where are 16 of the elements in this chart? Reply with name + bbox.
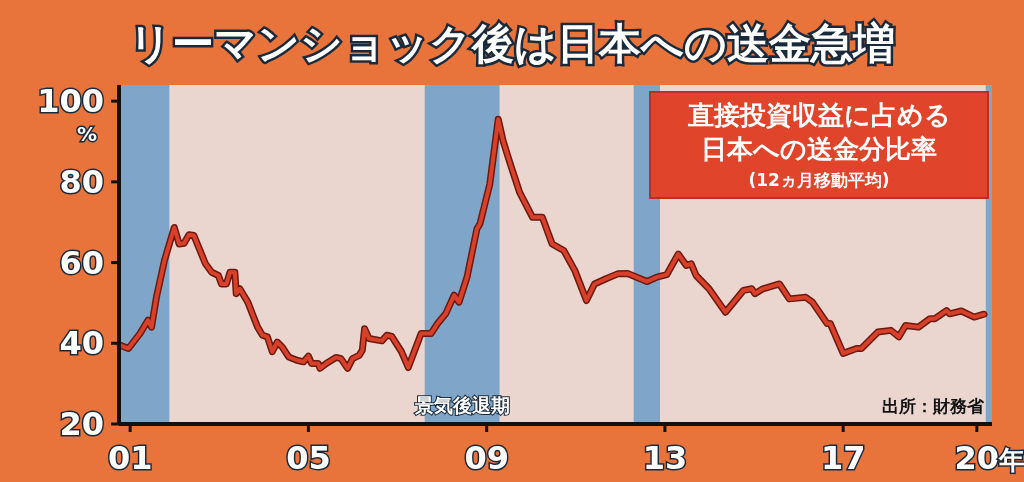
y-tick-label: 20 — [59, 405, 104, 443]
x-tick-label: 17 — [820, 439, 866, 477]
x-tick-label: 09 — [464, 439, 509, 477]
y-tick-label: 60 — [59, 243, 104, 282]
x-tick-label: 13 — [642, 439, 688, 477]
x-axis-title: 年 — [997, 445, 1024, 475]
text: 直接投資収益に占める日本への送金分比率 — [686, 100, 951, 164]
x-tick-label: 05 — [286, 439, 331, 477]
y-tick-label: 80 — [59, 162, 104, 201]
chart-title: リーマンショック後は日本への送金急増 — [129, 19, 895, 68]
y-tick-label: 100 — [37, 82, 104, 121]
y-axis-title: % — [76, 122, 97, 147]
annotation: 出所：財務省 — [882, 396, 985, 416]
x-tick-label: 01 — [107, 439, 153, 477]
y-tick-label: 40 — [59, 324, 104, 363]
annotation: (12ヵ月移動平均) — [748, 170, 890, 190]
